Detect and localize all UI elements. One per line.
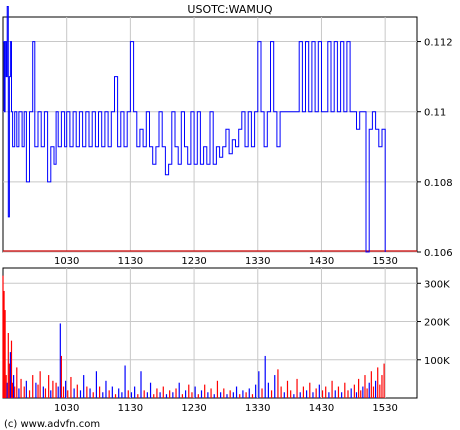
source-credit: (c) www.advfn.com	[4, 419, 100, 430]
price-y-tick-label: 0.112	[424, 38, 453, 49]
price-y-tick-label: 0.106	[424, 248, 453, 259]
chart-title: USOTC:WAMUQ	[187, 3, 272, 16]
volume-y-tick-label: 300K	[424, 279, 450, 290]
price-x-tick-label: 1230	[181, 256, 206, 267]
price-x-axis: 1030 1130 1230 1330 1430 1530	[54, 256, 398, 267]
volume-x-tick-label: 1230	[181, 403, 206, 414]
volume-x-axis: 1030 1130 1230 1330 1430 1530	[54, 403, 398, 414]
volume-x-tick-label: 1130	[118, 403, 143, 414]
volume-x-tick-label: 1030	[54, 403, 79, 414]
volume-panel: 100K 200K 300K 1030 1130 1230 1330 1430 1530	[2, 267, 450, 414]
price-y-tick-label: 0.108	[424, 178, 453, 189]
volume-x-tick-label: 1530	[372, 403, 397, 414]
volume-x-tick-label: 1430	[309, 403, 334, 414]
price-y-tick-label: 0.11	[424, 108, 446, 119]
price-x-tick-label: 1130	[118, 256, 143, 267]
price-x-tick-label: 1530	[372, 256, 397, 267]
price-y-axis: 0.106 0.108 0.11 0.112	[417, 38, 453, 259]
price-x-tick-label: 1430	[309, 256, 334, 267]
volume-bars	[2, 275, 385, 398]
volume-y-tick-label: 200K	[424, 318, 450, 329]
price-x-tick-label: 1030	[54, 256, 79, 267]
price-series-line	[3, 6, 386, 253]
volume-y-tick-label: 100K	[424, 356, 450, 367]
volume-plot-frame	[2, 267, 418, 399]
volume-grid	[3, 268, 417, 398]
price-panel: USOTC:WAMUQ 0.106 0.108 0.11 0.112 1030 1130…	[2, 3, 453, 267]
volume-y-axis: 100K 200K 300K	[417, 279, 450, 367]
volume-x-tick-label: 1330	[245, 403, 270, 414]
price-x-tick-label: 1330	[245, 256, 270, 267]
